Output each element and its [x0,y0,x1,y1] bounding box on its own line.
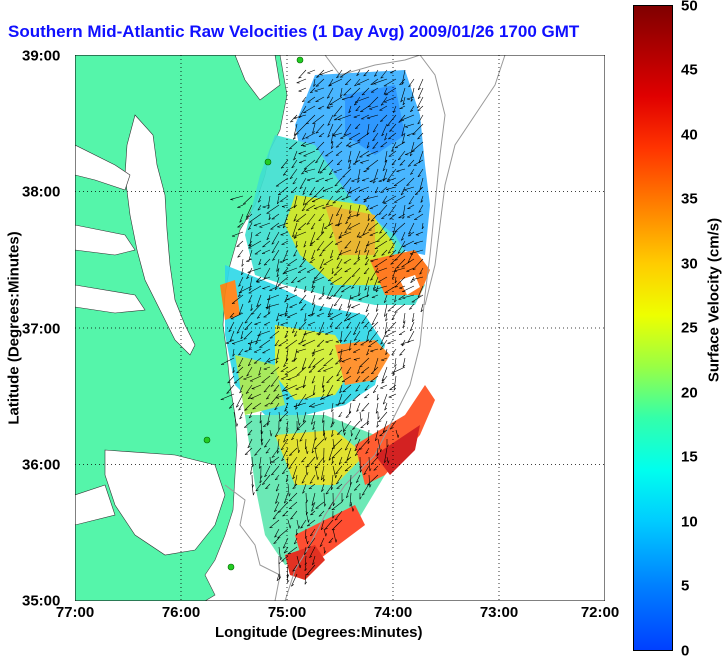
map-plot [75,55,605,601]
colorbar-tick: 50 [681,0,698,15]
x-tick: 76:00 [162,604,200,621]
velocity-arrow [380,385,387,388]
velocity-arrow [360,412,361,421]
velocity-arrow [379,412,388,422]
y-axis-label: Latitude (Degrees:Minutes) [6,231,23,424]
velocity-arrow [395,304,406,313]
x-tick: 75:00 [268,604,306,621]
velocity-arrow [388,340,397,343]
y-tick: 35:00 [22,593,60,610]
colorbar-tick: 10 [681,514,698,531]
colorbar [633,5,673,651]
velocity-arrow-head [237,424,238,427]
colorbar-tick: 35 [681,191,698,208]
colorbar-tick: 0 [681,643,689,660]
x-tick: 72:00 [581,604,619,621]
velocity-arrow [389,394,396,397]
velocity-arrow [351,304,360,308]
velocity-arrow [388,304,396,311]
velocity-arrow-head [294,118,297,119]
velocity-arrow [392,367,406,373]
colorbar-tick: 5 [681,578,689,595]
velocity-arrow [297,79,306,83]
x-tick: 77:00 [56,604,94,621]
velocity-arrow [362,403,370,411]
y-tick: 36:00 [22,457,60,474]
velocity-arrow-head [361,419,362,422]
velocity-arrow [236,394,243,407]
y-tick: 38:00 [22,184,60,201]
colorbar-label: Surface Velocity (cm/s) [706,218,723,382]
x-tick: 74:00 [374,604,412,621]
y-tick: 37:00 [22,321,60,338]
colorbar-tick: 40 [681,127,698,144]
velocity-arrow [307,70,315,73]
x-tick: 73:00 [480,604,518,621]
y-tick: 39:00 [22,48,60,65]
velocity-arrow [299,70,307,78]
velocity-arrow [288,574,289,583]
velocity-arrow [237,241,243,247]
velocity-arrow [381,331,387,344]
velocity-arrow-head [401,344,404,345]
colorbar-tick: 15 [681,449,698,466]
colorbar-tick: 45 [681,62,698,79]
colorbar-tick: 30 [681,256,698,273]
colorbar-tick: 20 [681,385,698,402]
velocity-arrow [388,322,397,331]
x-axis-label: Longitude (Degrees:Minutes) [215,624,423,641]
velocity-arrow-head [253,492,254,495]
velocity-arrow [401,340,414,344]
velocity-arrow [399,331,405,335]
velocity-arrow-head [248,272,251,273]
velocity-arrow [299,88,306,91]
colorbar-tick: 25 [681,320,698,337]
map-title: Southern Mid-Atlantic Raw Velocities (1 … [8,22,628,42]
velocity-arrow [385,331,396,336]
